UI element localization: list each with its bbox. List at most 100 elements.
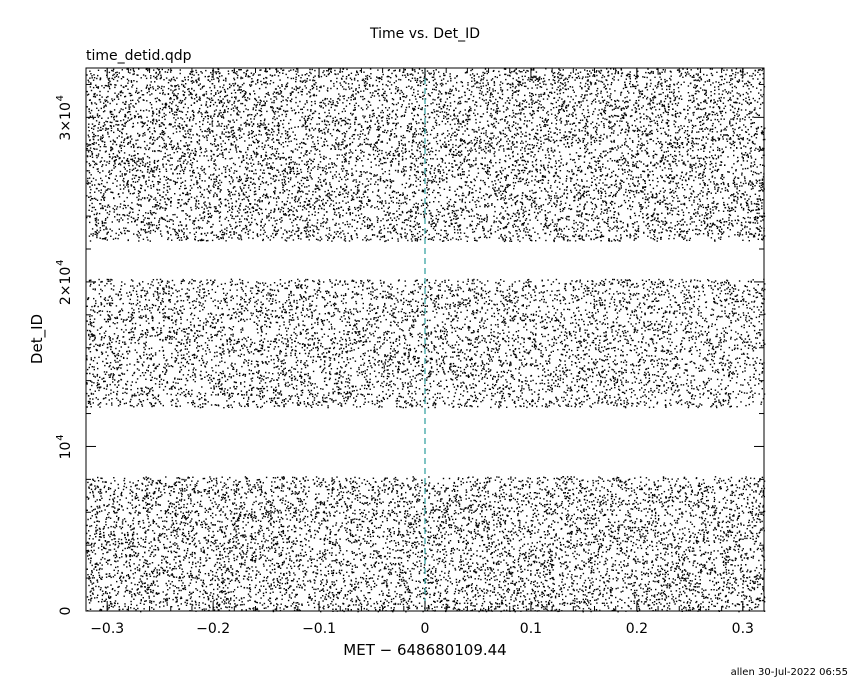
data-point xyxy=(397,479,399,481)
data-point xyxy=(736,603,739,605)
data-point xyxy=(699,549,701,552)
data-point xyxy=(393,512,396,514)
data-point xyxy=(718,481,720,484)
data-point xyxy=(390,531,392,534)
data-point xyxy=(665,584,667,586)
data-point xyxy=(588,541,590,543)
data-point xyxy=(170,531,172,534)
data-point xyxy=(541,489,543,491)
data-point xyxy=(542,574,545,576)
data-point xyxy=(734,581,736,583)
data-point xyxy=(334,543,337,545)
data-point xyxy=(535,549,537,552)
data-point xyxy=(384,598,387,601)
data-point xyxy=(444,545,446,547)
data-point xyxy=(215,545,217,548)
data-point xyxy=(707,608,710,611)
data-point xyxy=(499,514,501,517)
data-point xyxy=(397,500,399,503)
data-point xyxy=(260,493,262,495)
data-point xyxy=(212,542,214,544)
data-point xyxy=(664,514,666,516)
data-point xyxy=(574,606,576,608)
data-point xyxy=(147,477,150,479)
data-point xyxy=(212,484,215,487)
data-point xyxy=(475,524,477,526)
data-point xyxy=(585,598,587,600)
data-point xyxy=(513,486,516,488)
data-point xyxy=(252,552,254,554)
data-point xyxy=(759,597,761,599)
data-point xyxy=(213,534,215,537)
data-point xyxy=(285,589,287,591)
data-point xyxy=(218,495,220,497)
data-point xyxy=(662,577,664,580)
data-point xyxy=(320,500,322,503)
data-point xyxy=(465,494,467,496)
data-point xyxy=(727,531,729,534)
data-point xyxy=(561,590,563,593)
data-point xyxy=(587,528,589,530)
data-point xyxy=(487,496,490,498)
data-point xyxy=(549,550,551,553)
data-point xyxy=(428,539,430,541)
data-point xyxy=(374,582,376,585)
data-point xyxy=(495,608,497,610)
data-point xyxy=(177,535,179,537)
data-point xyxy=(272,579,274,581)
data-point xyxy=(468,576,470,579)
data-point xyxy=(407,525,409,528)
data-point xyxy=(753,525,755,527)
data-point xyxy=(412,523,415,526)
data-point xyxy=(694,494,696,496)
data-point xyxy=(569,603,572,605)
data-point xyxy=(506,507,509,509)
data-point xyxy=(349,529,351,531)
data-point xyxy=(556,483,559,486)
data-point xyxy=(399,603,401,605)
data-point xyxy=(422,592,424,594)
data-point xyxy=(428,482,431,484)
data-point xyxy=(152,582,155,584)
data-point xyxy=(366,501,368,504)
data-point xyxy=(96,512,99,514)
data-point xyxy=(465,599,468,602)
data-point xyxy=(195,484,198,487)
data-point xyxy=(183,499,186,501)
data-point xyxy=(172,584,174,587)
data-point xyxy=(175,509,177,512)
data-point xyxy=(477,489,479,491)
data-point xyxy=(595,588,598,591)
data-point xyxy=(319,606,321,608)
data-point xyxy=(350,534,352,537)
data-point xyxy=(167,589,169,591)
data-point xyxy=(640,601,643,603)
data-point xyxy=(251,547,253,549)
data-point xyxy=(685,498,687,501)
data-point xyxy=(605,598,607,601)
data-point xyxy=(267,550,270,552)
data-point xyxy=(672,563,674,565)
data-point xyxy=(420,569,422,571)
data-point xyxy=(713,518,715,520)
data-point xyxy=(695,566,697,568)
data-point xyxy=(291,529,293,531)
data-point xyxy=(262,580,264,582)
data-point xyxy=(735,503,738,506)
data-point xyxy=(366,518,368,520)
data-point xyxy=(415,605,417,608)
data-point xyxy=(327,519,329,522)
data-point xyxy=(588,566,590,568)
data-point xyxy=(562,584,564,586)
data-point xyxy=(668,602,671,604)
data-point xyxy=(441,560,443,563)
data-point xyxy=(125,497,127,499)
data-point xyxy=(192,528,195,530)
data-point xyxy=(472,562,474,564)
data-point xyxy=(657,565,659,567)
data-point xyxy=(753,588,756,591)
data-point xyxy=(585,494,587,497)
data-point xyxy=(762,490,765,492)
data-point xyxy=(555,482,557,484)
data-point xyxy=(463,516,465,518)
